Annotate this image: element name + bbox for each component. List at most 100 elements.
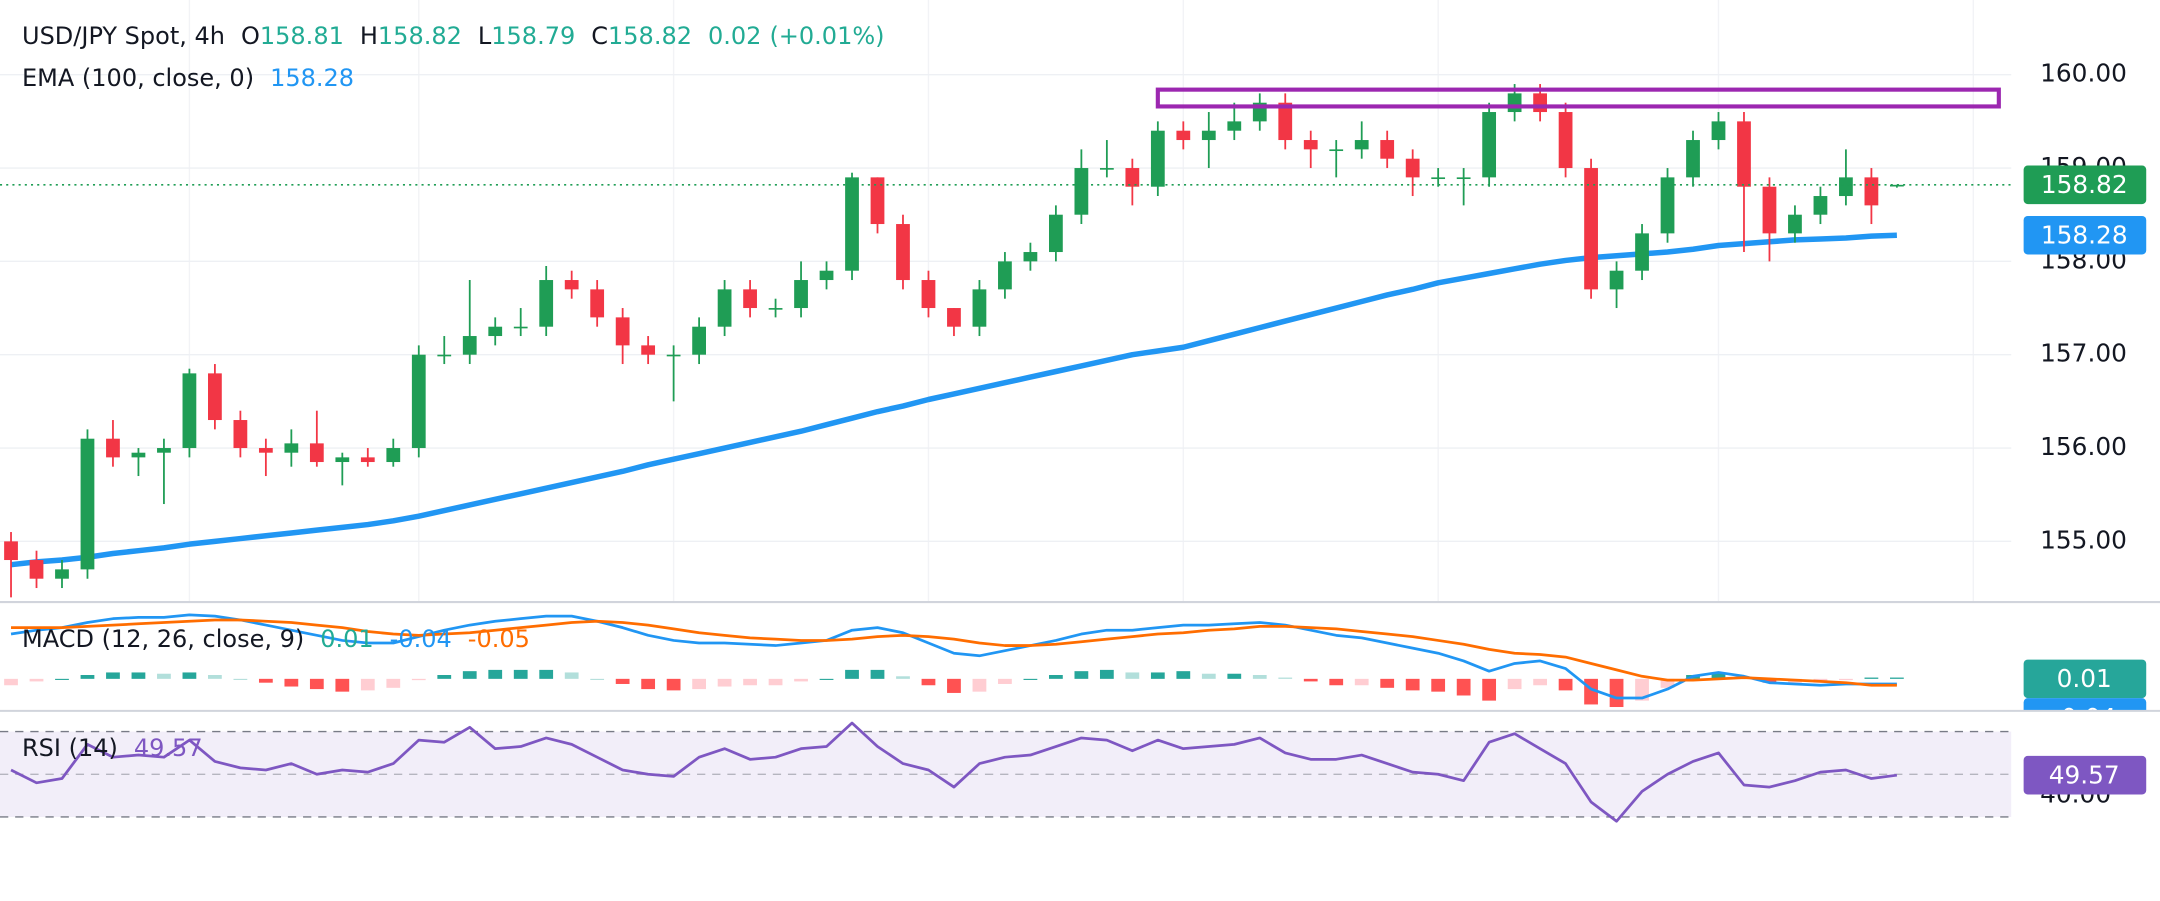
candle-body (666, 354, 681, 357)
histogram-bar (1380, 678, 1395, 688)
histogram-bar (386, 678, 401, 688)
rsi-line (10, 721, 1898, 823)
histogram-bar (80, 675, 95, 679)
histogram-bar (564, 672, 579, 679)
histogram-box (2023, 659, 2147, 699)
candle-body (1227, 121, 1242, 131)
histogram-bar (615, 678, 630, 684)
candle-body (1507, 93, 1522, 113)
histogram-bar (437, 675, 452, 679)
value: 158.82 (608, 22, 692, 50)
symbol-header: USD/JPY Spot, 4h O158.81 H158.82 L158.79… (22, 22, 885, 50)
candle-body (1329, 149, 1344, 152)
histogram-bar (845, 669, 859, 679)
candle-body (743, 289, 757, 309)
candle-body (55, 569, 69, 579)
histogram-bar (1354, 678, 1369, 686)
candle-body (1533, 93, 1547, 113)
candle-body (564, 280, 579, 290)
signal-line (11, 618, 1897, 687)
candle-body (462, 336, 477, 355)
candle-body (896, 224, 910, 281)
histogram-bar (462, 671, 477, 679)
histogram-bar (1507, 678, 1522, 690)
histogram-bar (947, 678, 961, 693)
histogram-bar (1660, 678, 1675, 688)
candle-body (1074, 168, 1089, 215)
candle-body (998, 261, 1012, 290)
last-price-box-label: 158.82 (2041, 170, 2128, 199)
rsi-title: RSI (14) (22, 734, 118, 762)
histogram-bar (208, 675, 222, 679)
ema-price-box-label: 158.28 (2041, 221, 2128, 250)
histogram-bar (1609, 678, 1624, 708)
histogram-bar (717, 678, 732, 687)
histogram-bar (870, 669, 885, 679)
candle-body (1686, 140, 1700, 178)
histogram-bar (641, 678, 656, 690)
y-tick-label: 156.00 (2040, 432, 2127, 461)
histogram-bar (1839, 678, 1853, 681)
histogram-bar (692, 678, 706, 690)
candle-body (1431, 177, 1446, 180)
candle-body (284, 443, 299, 453)
candle-body (1405, 158, 1420, 178)
histogram-bar (106, 672, 120, 679)
resistance-zone (1155, 87, 2001, 109)
histogram-bar (258, 678, 273, 683)
candle-body (258, 448, 273, 453)
candle-body (29, 560, 44, 579)
histogram-bar (513, 669, 528, 679)
candle-body (539, 280, 554, 327)
candle-body (208, 373, 222, 421)
candle-body (692, 326, 706, 355)
candle-body (182, 373, 197, 449)
histogram-bar (921, 678, 936, 686)
histogram-bar (1890, 677, 1904, 679)
macd-legend: MACD (12, 26, close, 9) 0.01 -0.04 -0.05 (22, 625, 530, 653)
histogram-bar (1252, 675, 1267, 679)
candle-body (1813, 196, 1828, 215)
candle-body (768, 308, 783, 310)
ema-value: 158.28 (270, 64, 355, 92)
signal-value: -0.05 (467, 625, 530, 653)
candle-body (1762, 186, 1777, 234)
candle-body (870, 177, 885, 225)
histogram-bar (998, 678, 1012, 684)
candle-body (1584, 168, 1598, 290)
candle-body (131, 452, 146, 458)
candle-body (1890, 184, 1904, 187)
histogram-bar (1635, 678, 1649, 701)
rsi-box-label: 49.57 (2049, 761, 2120, 790)
histogram-bar (1074, 671, 1089, 679)
candle-body (947, 308, 961, 327)
histogram-bar (1227, 673, 1242, 679)
histogram-bar (131, 672, 146, 679)
histogram-bar (1558, 678, 1573, 691)
histogram-bar (819, 678, 834, 680)
candle-body (411, 354, 426, 449)
label: L (477, 22, 492, 50)
histogram-bar (233, 678, 248, 680)
candle-body (590, 289, 605, 318)
ohlc-low: L158.79 (478, 22, 575, 50)
macd-title: MACD (12, 26, close, 9) (22, 625, 305, 653)
histogram-bar (284, 678, 299, 687)
histogram-bar (309, 678, 324, 690)
candle-body (1558, 112, 1573, 169)
rsi-box (2023, 755, 2147, 795)
histogram-bar (972, 678, 987, 692)
candle-body (437, 354, 452, 357)
ema-price-box (2023, 215, 2147, 255)
histogram-bar (666, 678, 681, 691)
candle-body (1456, 177, 1471, 180)
ema-title: EMA (100, close, 0) (22, 64, 255, 92)
histogram-value: 0.01 (320, 625, 374, 653)
histogram-bar (1533, 678, 1547, 686)
y-tick-label: 160.00 (2040, 59, 2127, 88)
macd-line (10, 613, 1897, 700)
histogram-bar (768, 678, 783, 686)
label: C (591, 22, 609, 50)
histogram-bar (29, 678, 44, 682)
